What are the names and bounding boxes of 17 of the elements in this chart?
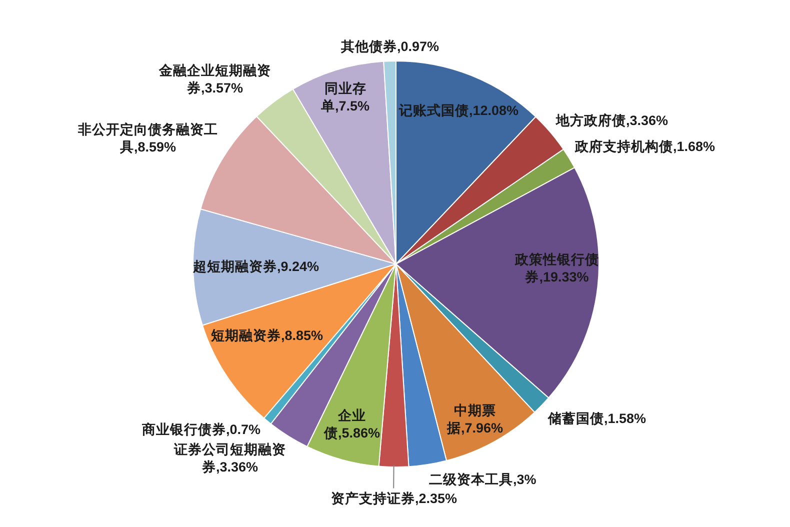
slice-label: 记账式国债,12.08% bbox=[398, 103, 519, 118]
slice-label: 其他债券,0.97% bbox=[340, 39, 440, 54]
slice-label: 商业银行债券,0.7% bbox=[141, 421, 261, 437]
slice-label: 中期票据,7.96% bbox=[446, 403, 504, 436]
slice-label: 企业债,5.86% bbox=[323, 408, 380, 441]
slice-label: 超短期融资券,9.24% bbox=[192, 259, 320, 274]
slice-label: 资产支持证券,2.35% bbox=[331, 490, 458, 506]
slice-label: 二级资本工具,3% bbox=[429, 472, 536, 487]
slice-label: 储蓄国债,1.58% bbox=[547, 411, 646, 426]
slice-label: 政府支持机构债,1.68% bbox=[574, 138, 716, 154]
slice-label: 非公开定向债务融资工具,8.59% bbox=[77, 121, 218, 155]
slice-label: 短期融资券,8.85% bbox=[210, 328, 324, 343]
slice-label: 同业存单,7.5% bbox=[320, 81, 370, 114]
slice-label: 政策性银行债券,19.33% bbox=[514, 252, 599, 285]
slice-label: 金融企业短期融资券,3.57% bbox=[158, 63, 271, 96]
slice-label: 地方政府债,3.36% bbox=[555, 112, 668, 128]
slice-label: 证券公司短期融资券,3.36% bbox=[173, 442, 286, 475]
